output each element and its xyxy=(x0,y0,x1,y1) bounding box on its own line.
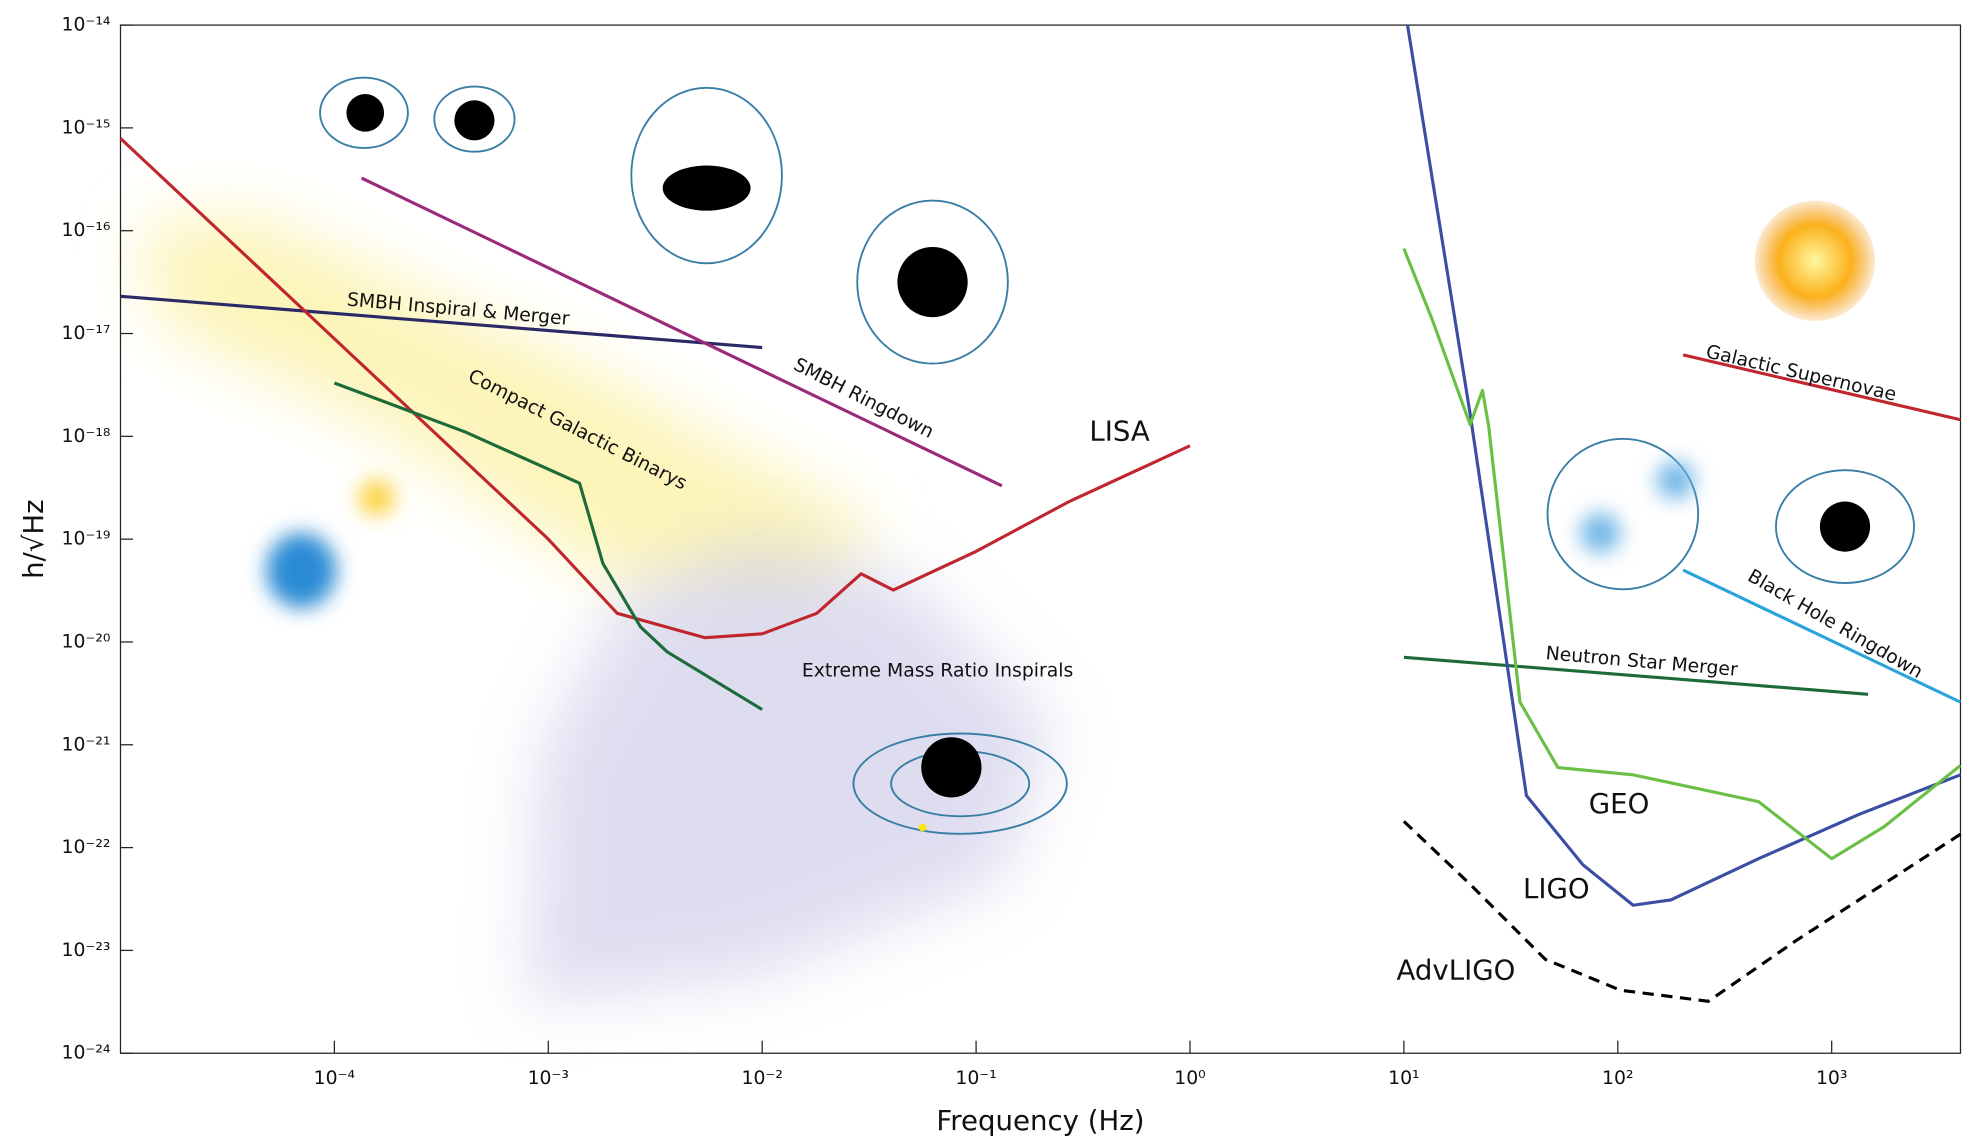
y-tick-label: 10⁻²³ xyxy=(62,940,111,961)
y-tick-label: 10⁻²¹ xyxy=(62,734,111,755)
x-tick-label: 10⁻² xyxy=(741,1068,782,1089)
y-axis-label: h/√Hz xyxy=(17,499,50,579)
x-tick-label: 10¹ xyxy=(1388,1068,1419,1089)
chart: Frequency (Hz) h/√Hz 10⁻⁴ 10⁻³ 10⁻² 10⁻¹ 10⁰… xyxy=(0,0,1968,1141)
x-tick-label: 10⁻⁴ xyxy=(314,1068,355,1089)
series-label: GEO xyxy=(1589,787,1650,820)
series-line xyxy=(1404,249,1961,859)
series-label: LISA xyxy=(1089,415,1150,448)
series-label: Galactic Supernovae xyxy=(1704,342,1898,406)
series-label: SMBH Ringdown xyxy=(790,354,937,443)
x-tick-label: 10⁻¹ xyxy=(955,1068,996,1089)
annotation: Extreme Mass Ratio Inspirals xyxy=(802,660,1073,681)
y-tick-label: 10⁻¹⁴ xyxy=(62,15,111,36)
y-tick-label: 10⁻¹⁷ xyxy=(62,323,111,344)
plot-layer: 10⁻⁴ 10⁻³ 10⁻² 10⁻¹ 10⁰ 10¹ 10² 10³ 10⁻²⁴ 10⁻²³ 10… xyxy=(62,15,1961,1089)
y-tick-label: 10⁻²⁰ xyxy=(62,631,111,652)
series-label: LIGO xyxy=(1523,872,1590,905)
y-tick-label: 10⁻¹⁶ xyxy=(62,220,111,241)
x-tick-label: 10⁻³ xyxy=(528,1068,569,1089)
series-label: AdvLIGO xyxy=(1396,954,1515,987)
x-axis-label: Frequency (Hz) xyxy=(936,1104,1144,1137)
page: {"chart_data": { "type": "line", "xlabel… xyxy=(0,0,1968,1141)
y-tick-label: 10⁻¹⁵ xyxy=(62,117,111,138)
plot-frame xyxy=(120,25,1960,1053)
y-tick-label: 10⁻²² xyxy=(62,837,111,858)
y-tick-label: 10⁻²⁴ xyxy=(62,1043,111,1064)
y-tick-label: 10⁻¹⁸ xyxy=(62,426,111,447)
x-tick-label: 10³ xyxy=(1816,1068,1847,1089)
y-tick-label: 10⁻¹⁹ xyxy=(62,529,111,550)
x-tick-label: 10⁰ xyxy=(1174,1068,1205,1089)
decorations xyxy=(138,78,1914,1003)
x-tick-label: 10² xyxy=(1602,1068,1633,1089)
